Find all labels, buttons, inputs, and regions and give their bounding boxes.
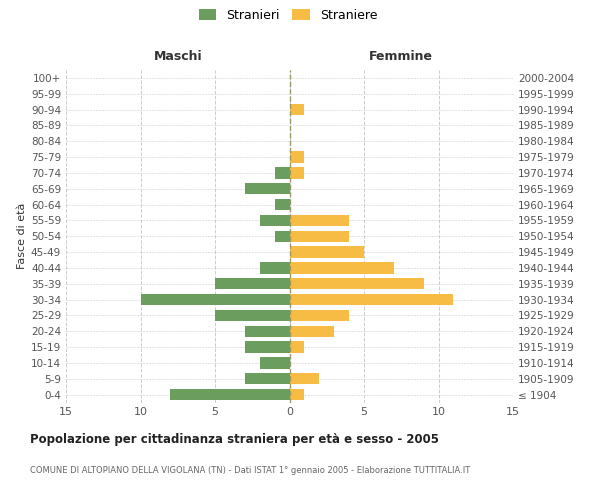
Bar <box>245 326 290 337</box>
Bar <box>275 230 290 242</box>
Bar <box>170 389 290 400</box>
Bar <box>290 230 349 242</box>
Text: COMUNE DI ALTOPIANO DELLA VIGOLANA (TN) - Dati ISTAT 1° gennaio 2005 - Elaborazi: COMUNE DI ALTOPIANO DELLA VIGOLANA (TN) … <box>30 466 470 475</box>
Text: Femmine: Femmine <box>369 50 433 64</box>
Bar <box>290 389 304 400</box>
Bar <box>275 167 290 178</box>
Bar <box>290 342 304 353</box>
Bar <box>290 262 394 274</box>
Bar <box>260 262 290 274</box>
Text: Popolazione per cittadinanza straniera per età e sesso - 2005: Popolazione per cittadinanza straniera p… <box>30 432 439 446</box>
Bar <box>290 294 454 306</box>
Y-axis label: Fasce di età: Fasce di età <box>17 203 27 270</box>
Bar <box>215 278 290 289</box>
Bar <box>245 342 290 353</box>
Bar <box>290 104 304 116</box>
Bar <box>290 167 304 178</box>
Bar <box>290 278 424 289</box>
Bar <box>275 199 290 210</box>
Bar <box>260 214 290 226</box>
Bar <box>245 373 290 384</box>
Bar <box>290 152 304 163</box>
Bar <box>290 310 349 321</box>
Bar <box>290 326 334 337</box>
Legend: Stranieri, Straniere: Stranieri, Straniere <box>196 6 380 24</box>
Bar <box>245 183 290 194</box>
Bar <box>140 294 290 306</box>
Bar <box>215 310 290 321</box>
Bar <box>290 373 319 384</box>
Bar <box>290 214 349 226</box>
Bar <box>260 357 290 368</box>
Bar <box>290 246 364 258</box>
Text: Maschi: Maschi <box>154 50 202 64</box>
